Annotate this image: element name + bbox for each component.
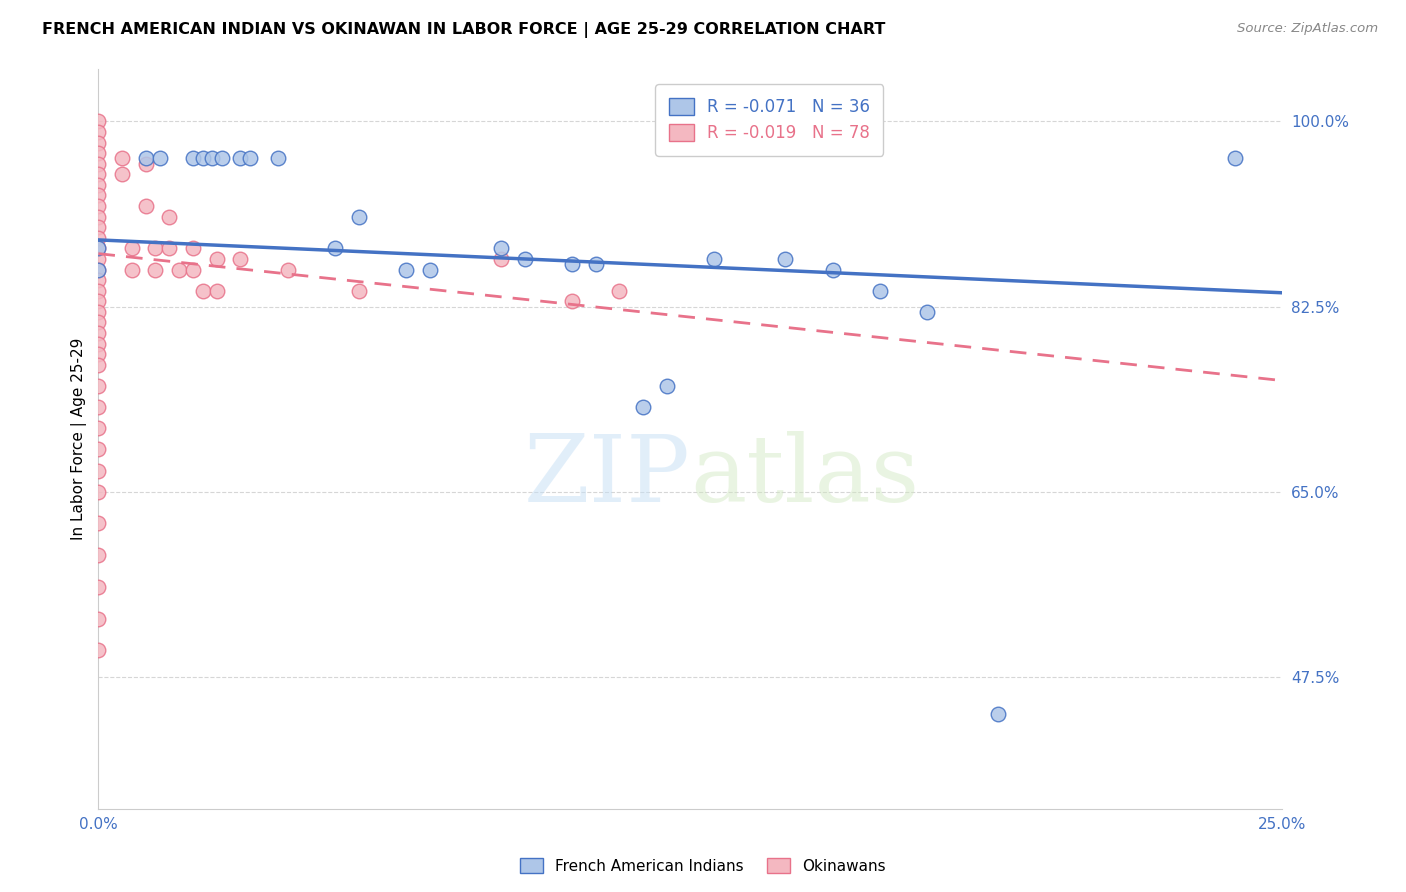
- Point: [87, 643, 110, 657]
- Point: [135, 199, 157, 213]
- Point: [347, 210, 370, 224]
- Point: [87, 241, 110, 255]
- Point: [211, 152, 233, 166]
- Text: atlas: atlas: [690, 431, 920, 521]
- Point: [277, 262, 299, 277]
- Point: [561, 294, 583, 309]
- Point: [111, 167, 134, 181]
- Point: [87, 136, 110, 150]
- Point: [87, 612, 110, 626]
- Point: [87, 114, 110, 128]
- Point: [87, 326, 110, 340]
- Point: [655, 379, 678, 393]
- Point: [143, 262, 166, 277]
- Point: [143, 241, 166, 255]
- Text: Source: ZipAtlas.com: Source: ZipAtlas.com: [1237, 22, 1378, 36]
- Y-axis label: In Labor Force | Age 25-29: In Labor Force | Age 25-29: [72, 337, 87, 540]
- Point: [87, 231, 110, 245]
- Point: [513, 252, 536, 266]
- Point: [915, 305, 938, 319]
- Point: [229, 252, 252, 266]
- Point: [821, 262, 844, 277]
- Point: [87, 262, 110, 277]
- Point: [87, 516, 110, 531]
- Point: [181, 241, 204, 255]
- Point: [87, 262, 110, 277]
- Point: [87, 284, 110, 298]
- Point: [87, 580, 110, 594]
- Point: [205, 284, 228, 298]
- Point: [87, 157, 110, 171]
- Point: [87, 400, 110, 414]
- Point: [87, 252, 110, 266]
- Legend: R = -0.071   N = 36, R = -0.019   N = 78: R = -0.071 N = 36, R = -0.019 N = 78: [655, 84, 883, 155]
- Point: [489, 241, 512, 255]
- Point: [87, 548, 110, 562]
- Point: [87, 188, 110, 202]
- Point: [87, 347, 110, 361]
- Point: [87, 315, 110, 329]
- Point: [191, 284, 214, 298]
- Point: [167, 262, 190, 277]
- Point: [87, 294, 110, 309]
- Point: [229, 152, 252, 166]
- Point: [987, 706, 1010, 721]
- Point: [205, 252, 228, 266]
- Point: [157, 241, 180, 255]
- Point: [347, 284, 370, 298]
- Point: [609, 284, 631, 298]
- Point: [87, 199, 110, 213]
- Point: [201, 152, 224, 166]
- Point: [149, 152, 172, 166]
- Text: ZIP: ZIP: [523, 431, 690, 521]
- Point: [561, 257, 583, 271]
- Point: [869, 284, 891, 298]
- Point: [419, 262, 441, 277]
- Point: [191, 152, 214, 166]
- Point: [585, 257, 607, 271]
- Point: [87, 464, 110, 478]
- Point: [157, 210, 180, 224]
- Point: [87, 358, 110, 372]
- Point: [87, 421, 110, 435]
- Point: [489, 252, 512, 266]
- Point: [135, 152, 157, 166]
- Point: [87, 336, 110, 351]
- Point: [239, 152, 262, 166]
- Legend: French American Indians, Okinawans: French American Indians, Okinawans: [515, 852, 891, 880]
- Point: [703, 252, 725, 266]
- Point: [267, 152, 290, 166]
- Point: [87, 146, 110, 161]
- Point: [121, 262, 143, 277]
- Point: [181, 152, 204, 166]
- Point: [87, 273, 110, 287]
- Point: [181, 262, 204, 277]
- Point: [87, 442, 110, 457]
- Point: [87, 178, 110, 192]
- Point: [121, 241, 143, 255]
- Point: [1223, 152, 1246, 166]
- Point: [87, 305, 110, 319]
- Point: [87, 241, 110, 255]
- Point: [111, 152, 134, 166]
- Point: [87, 167, 110, 181]
- Point: [87, 484, 110, 499]
- Point: [773, 252, 796, 266]
- Point: [395, 262, 418, 277]
- Point: [87, 125, 110, 139]
- Point: [631, 400, 654, 414]
- Point: [323, 241, 346, 255]
- Point: [135, 157, 157, 171]
- Point: [87, 379, 110, 393]
- Point: [87, 220, 110, 235]
- Point: [87, 210, 110, 224]
- Text: FRENCH AMERICAN INDIAN VS OKINAWAN IN LABOR FORCE | AGE 25-29 CORRELATION CHART: FRENCH AMERICAN INDIAN VS OKINAWAN IN LA…: [42, 22, 886, 38]
